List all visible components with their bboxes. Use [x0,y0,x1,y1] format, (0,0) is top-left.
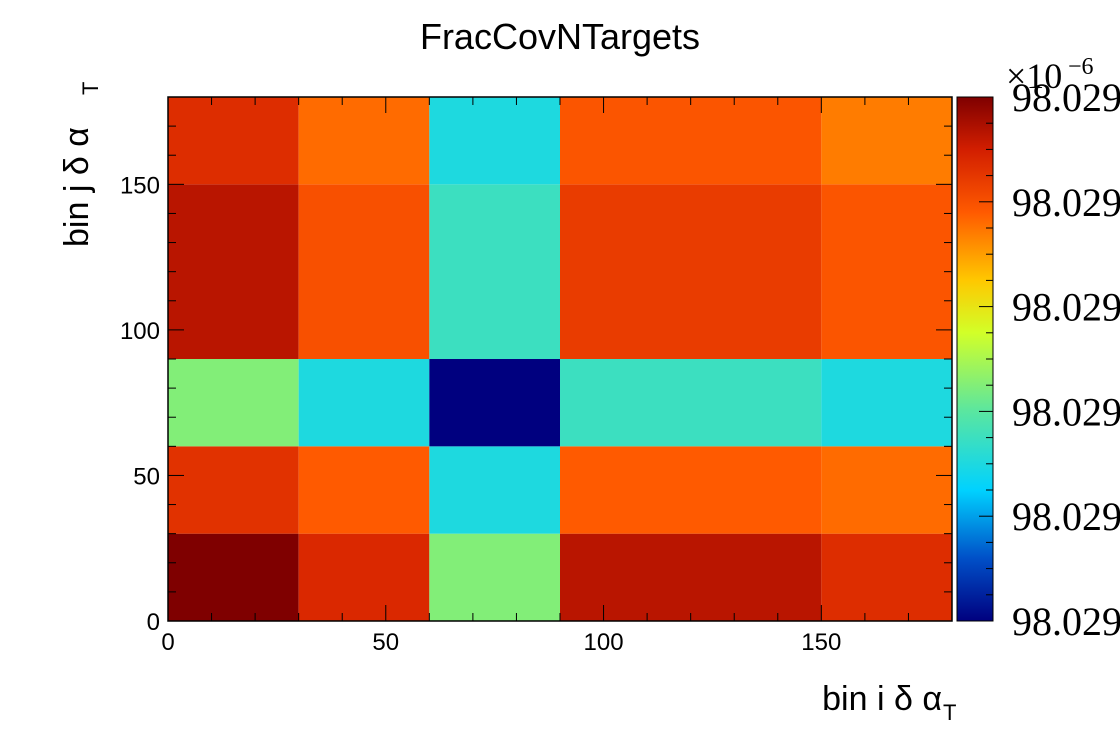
y-tick-label: 150 [120,172,160,199]
z-scale-exponent: −6 [1068,54,1094,80]
heatmap-cell [298,184,430,359]
z-tick-label: 98.029 [1012,285,1120,330]
y-axis-title: bin j δ α [58,127,96,247]
y-tick-label: 100 [120,318,160,345]
heatmap-cell [168,533,299,621]
z-tick-label: 98.029 [1012,494,1120,539]
y-tick-label: 50 [133,463,160,490]
heatmap-cell [560,97,822,185]
x-tick-label: 150 [801,629,841,656]
heatmap-cell [298,359,430,447]
heatmap-cell [298,446,430,534]
x-tick-label: 0 [161,629,174,656]
heatmap-cell [429,446,560,534]
heatmap-cell [168,446,299,534]
y-axis-title-subscript: T [78,82,103,95]
heatmap-cell [168,97,299,185]
heatmap-cell [821,97,952,185]
x-tick-label: 100 [584,629,624,656]
x-axis-title-subscript: T [943,700,956,725]
chart-title-box: FracCovNTargets [385,8,735,66]
heatmap-cell [560,446,822,534]
heatmap-cell [560,359,822,447]
heatmap-cell [298,97,430,185]
chart-title: FracCovNTargets [419,16,701,57]
z-tick-label: 98.029 [1012,389,1120,434]
z-tick-label: 98.029 [1012,599,1120,644]
heatmap-cells [168,97,952,621]
x-tick-label: 50 [372,629,399,656]
z-tick-label: 98.029 [1012,75,1120,120]
heatmap-cell [560,184,822,359]
z-tick-label: 98.029 [1012,180,1120,225]
heatmap-cell [429,359,560,447]
heatmap-cell [821,446,952,534]
x-axis-title: bin i δ α [822,680,942,718]
y-axis-title-group: bin j δ α T [58,82,103,247]
heatmap-cell [821,184,952,359]
heatmap-cell [168,184,299,359]
z-axis: 98.02998.02998.02998.02998.02998.029×10−… [979,54,1120,644]
heatmap-cell [429,533,560,621]
heatmap-cell [821,533,952,621]
heatmap-cell [168,359,299,447]
heatmap-cell [560,533,822,621]
y-tick-label: 0 [147,609,160,636]
heatmap-cell [298,533,430,621]
z-scale-label: ×10 [1006,56,1062,96]
heatmap-cell [429,184,560,359]
heatmap-cell [821,359,952,447]
heatmap-cell [429,97,560,185]
